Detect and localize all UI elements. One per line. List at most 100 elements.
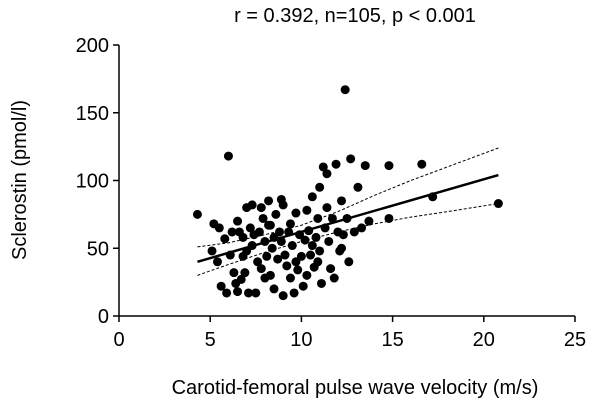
data-point <box>192 209 202 219</box>
x-tick-label: 25 <box>564 329 586 351</box>
data-point <box>306 250 316 260</box>
data-point <box>285 219 295 229</box>
y-tick-label: 0 <box>98 306 109 328</box>
ci-upper-line <box>197 147 499 248</box>
data-point <box>313 257 323 267</box>
data-point <box>428 192 438 202</box>
data-point <box>245 223 255 233</box>
data-point <box>291 208 301 218</box>
data-point <box>307 192 317 202</box>
data-point <box>384 161 394 171</box>
data-point <box>340 85 350 95</box>
axes: 0 50 100 150 200 0 5 10 15 20 25 <box>76 35 587 351</box>
data-point <box>273 254 283 264</box>
data-point <box>275 227 285 237</box>
data-point <box>240 268 250 278</box>
x-tick-label: 10 <box>290 329 312 351</box>
x-tick-label: 20 <box>473 329 495 351</box>
data-point <box>256 203 266 213</box>
data-point <box>337 243 347 253</box>
data-point <box>282 261 292 271</box>
data-point <box>338 230 348 240</box>
data-point <box>207 246 217 256</box>
data-point <box>342 213 352 223</box>
data-point <box>315 246 325 256</box>
data-point <box>329 273 339 283</box>
y-tick-label: 50 <box>87 238 109 260</box>
y-tick-label: 100 <box>76 171 109 193</box>
data-point <box>265 220 275 230</box>
data-point <box>260 236 270 246</box>
y-tick-label: 150 <box>76 103 109 125</box>
data-point <box>493 199 503 209</box>
data-point <box>222 288 232 298</box>
data-point <box>244 288 254 298</box>
data-point <box>293 265 303 275</box>
data-point <box>331 159 341 169</box>
data-point <box>289 288 299 298</box>
data-point <box>276 194 286 204</box>
data-point <box>318 162 328 172</box>
data-point <box>322 169 332 179</box>
data-point <box>364 216 374 226</box>
data-point <box>304 226 314 236</box>
data-point <box>298 281 308 291</box>
data-point <box>313 213 323 223</box>
x-axis-title: Carotid-femoral pulse wave velocity (m/s… <box>172 377 539 399</box>
data-point <box>251 288 261 298</box>
data-point <box>337 196 347 206</box>
data-point <box>307 241 317 251</box>
data-point <box>229 268 239 278</box>
data-point <box>327 213 337 223</box>
data-point <box>326 264 336 274</box>
data-point <box>264 196 274 206</box>
data-point <box>256 264 266 274</box>
data-point <box>346 154 356 164</box>
data-point <box>278 291 288 301</box>
data-point <box>267 243 277 253</box>
data-point <box>276 236 286 246</box>
data-point <box>247 241 257 251</box>
data-point <box>280 250 290 260</box>
data-point <box>223 151 233 161</box>
y-tick-label: 200 <box>76 35 109 57</box>
data-point <box>357 223 367 233</box>
data-point <box>320 223 330 233</box>
y-axis-title: Sclerostin (pmol/l) <box>9 100 31 260</box>
data-point <box>302 270 312 280</box>
data-point <box>417 159 427 169</box>
data-point <box>287 241 297 251</box>
data-point <box>311 232 321 242</box>
data-point <box>238 232 248 242</box>
data-point <box>247 200 257 210</box>
data-point <box>214 223 224 233</box>
data-point <box>296 251 306 261</box>
data-point <box>285 273 295 283</box>
data-point <box>322 203 332 213</box>
data-point <box>284 227 294 237</box>
x-tick-label: 5 <box>205 329 216 351</box>
data-point <box>220 234 230 244</box>
data-point <box>315 182 325 192</box>
data-points <box>192 85 503 301</box>
data-point <box>265 270 275 280</box>
data-point <box>262 251 272 261</box>
data-point <box>233 216 243 226</box>
data-point <box>291 257 301 267</box>
data-point <box>269 232 279 242</box>
data-point <box>360 161 370 171</box>
data-point <box>254 227 264 237</box>
data-point <box>258 213 268 223</box>
data-point <box>233 287 243 297</box>
data-point <box>212 257 222 267</box>
data-point <box>236 274 246 284</box>
data-point <box>225 250 235 260</box>
x-tick-label: 0 <box>113 329 124 351</box>
data-point <box>344 257 354 267</box>
data-point <box>300 235 310 245</box>
data-point <box>316 278 326 288</box>
data-point <box>227 227 237 237</box>
chart-title: r = 0.392, n=105, p < 0.001 <box>234 5 476 27</box>
data-point <box>384 213 394 223</box>
